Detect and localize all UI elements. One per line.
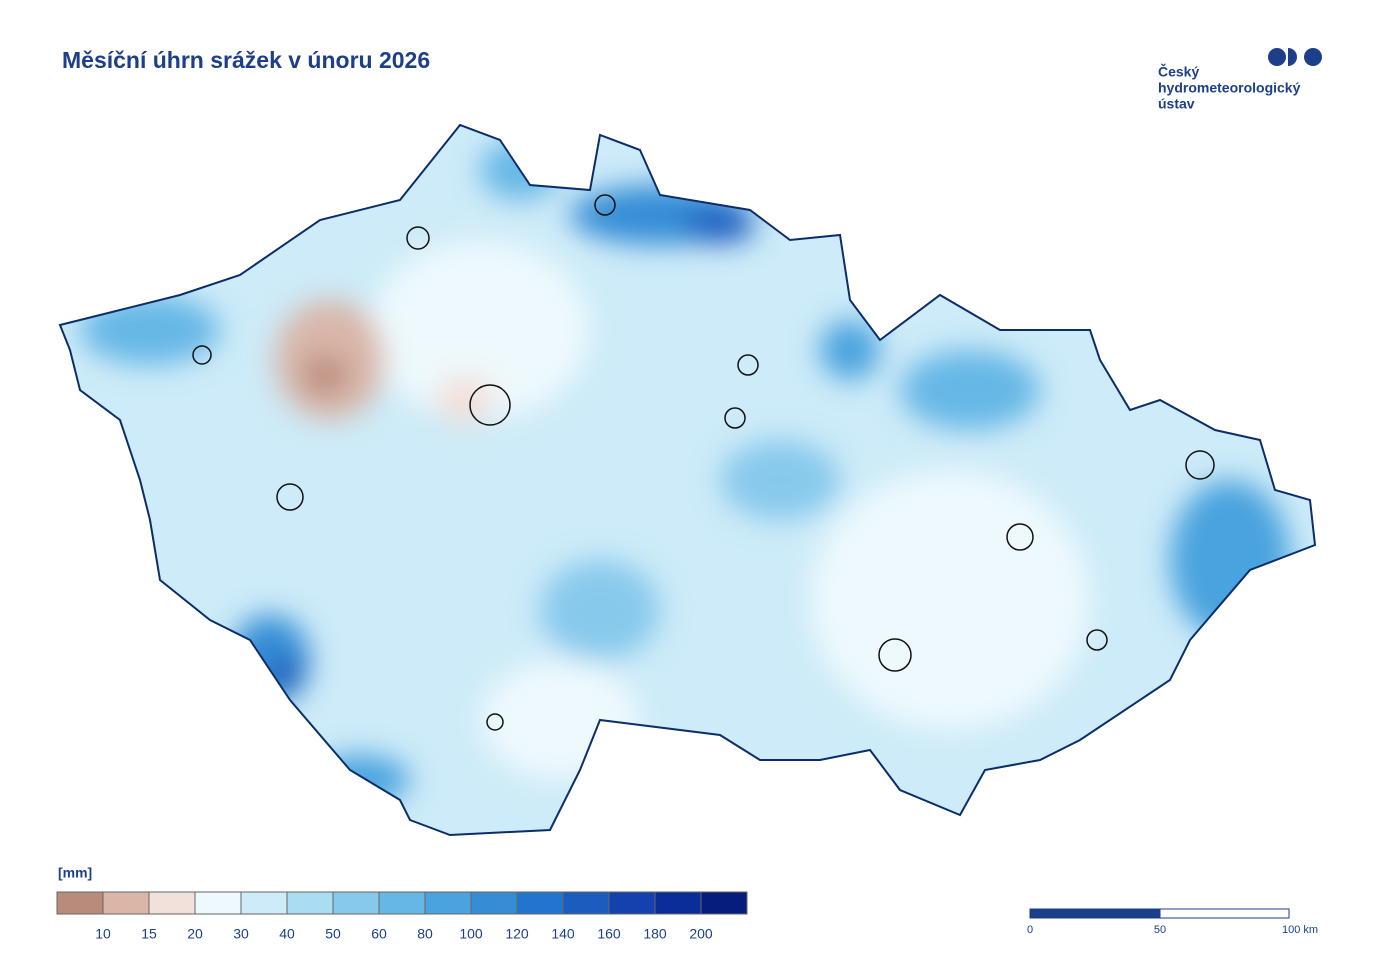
legend-label: 180 <box>643 926 667 942</box>
legend-label: 120 <box>505 926 529 942</box>
title: Měsíční úhrn srážek v únoru 2026 <box>62 47 430 73</box>
scale-label: 0 <box>1027 924 1033 936</box>
legend-label: 100 <box>459 926 483 942</box>
legend-swatch <box>562 891 610 915</box>
logo-text: ústav <box>1158 96 1195 112</box>
cities <box>192 194 1215 731</box>
logo-dot <box>1268 48 1286 66</box>
legend-swatch <box>700 891 748 915</box>
logo-dot <box>1288 48 1297 66</box>
legend-swatch <box>286 891 334 915</box>
legend-label: 80 <box>417 926 433 942</box>
legend-label: 50 <box>325 926 341 942</box>
legend-swatch <box>608 891 656 915</box>
legend-swatch <box>194 891 242 915</box>
scale-segment <box>1029 908 1161 919</box>
legend-swatch <box>102 891 150 915</box>
legend-label: 40 <box>279 926 295 942</box>
legend-label: 140 <box>551 926 575 942</box>
scale-bar: 0 50 100 km <box>1027 908 1318 936</box>
legend-swatch <box>56 891 104 915</box>
legend-swatch <box>516 891 564 915</box>
legend: [mm] 10 15 20 30 40 50 60 80 100 120 140 160 180 200 <box>56 865 748 942</box>
logo-text: hydrometeorologický <box>1158 80 1301 96</box>
legend-unit: [mm] <box>58 865 92 881</box>
legend-swatch <box>148 891 196 915</box>
scale-segment <box>1159 908 1290 919</box>
legend-swatch <box>240 891 288 915</box>
legend-label: 10 <box>95 926 111 942</box>
legend-label: 15 <box>141 926 157 942</box>
legend-label: 60 <box>371 926 387 942</box>
logo-dot <box>1304 48 1322 66</box>
logo-text: Český <box>1158 63 1199 80</box>
legend-swatch <box>654 891 702 915</box>
scale-label: 50 <box>1154 924 1166 936</box>
legend-swatch <box>332 891 380 915</box>
legend-swatch <box>470 891 518 915</box>
legend-label: 160 <box>597 926 621 942</box>
legend-swatch <box>424 891 472 915</box>
legend-label: 20 <box>187 926 203 942</box>
legend-swatch <box>378 891 426 915</box>
scale-label: 100 km <box>1282 924 1318 936</box>
legend-label: 30 <box>233 926 249 942</box>
legend-label: 200 <box>689 926 713 942</box>
